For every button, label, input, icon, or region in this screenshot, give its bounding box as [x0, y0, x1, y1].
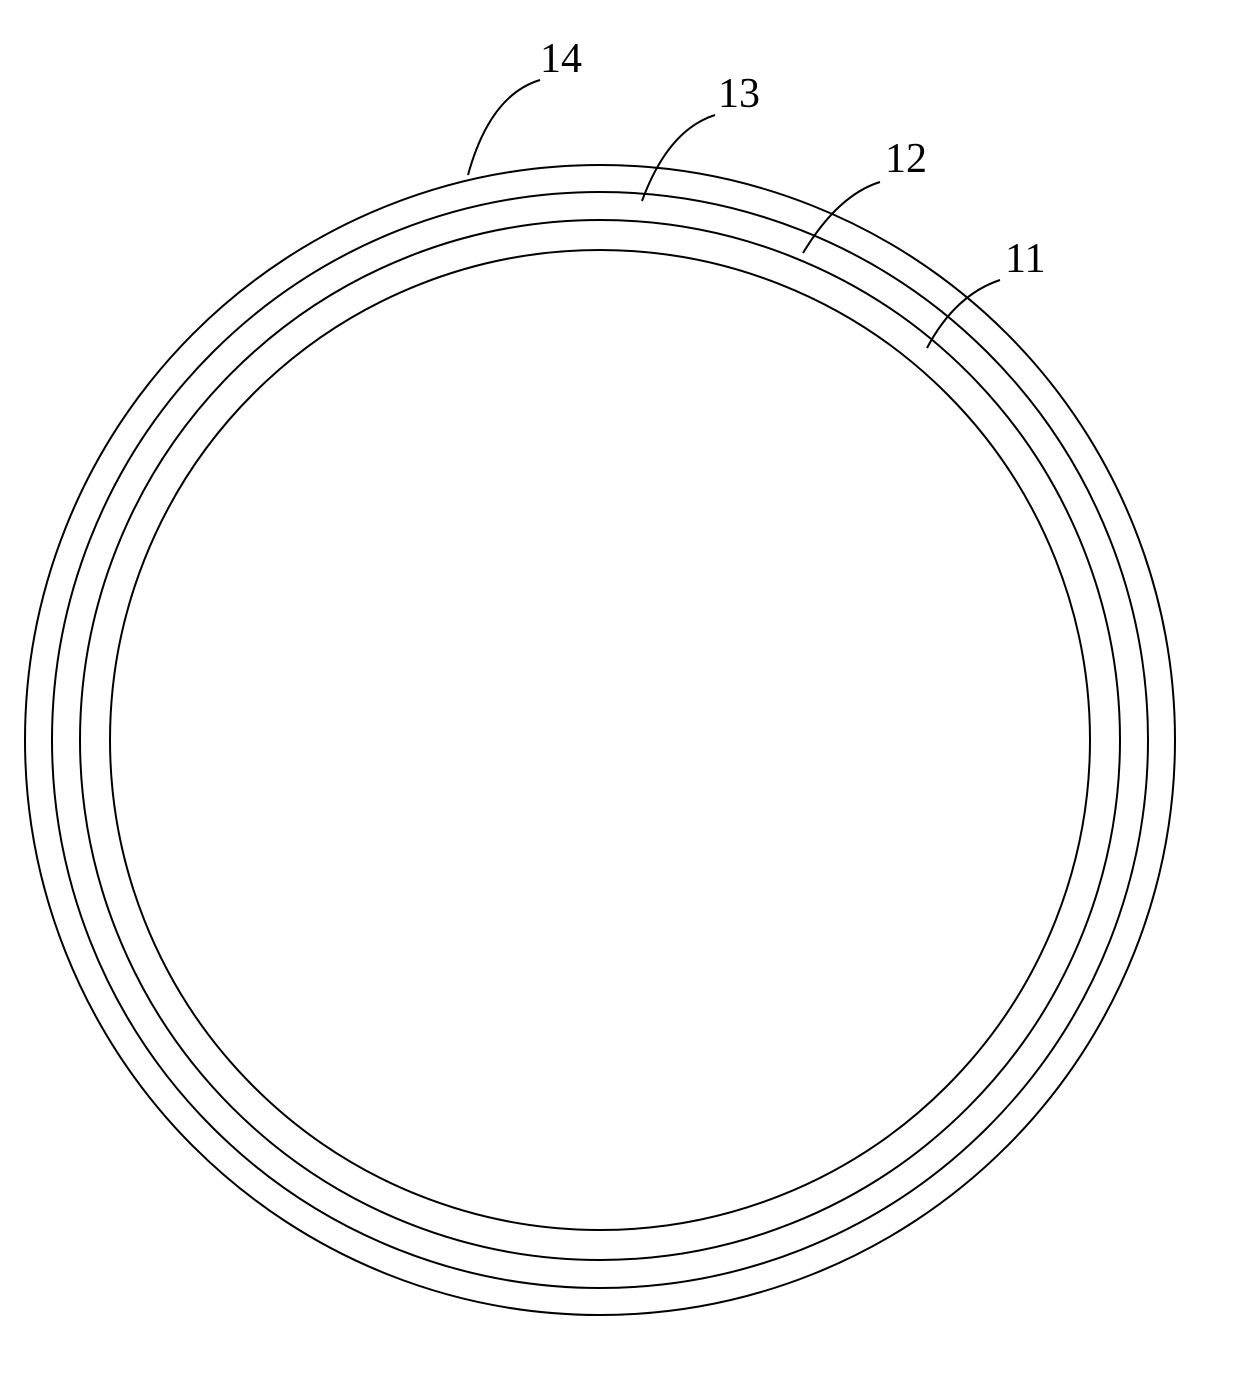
leader-13	[642, 115, 715, 201]
circles-group	[25, 165, 1175, 1315]
circle-11	[110, 250, 1090, 1230]
label-14: 14	[540, 35, 582, 83]
diagram-svg	[0, 0, 1240, 1373]
label-12: 12	[885, 135, 927, 183]
leader-11	[927, 280, 1000, 348]
circle-14	[25, 165, 1175, 1315]
circle-13	[52, 192, 1148, 1288]
concentric-circles-diagram: 14 13 12 11	[0, 0, 1240, 1373]
leader-14	[468, 80, 540, 175]
leaders-group	[468, 80, 1000, 348]
label-11: 11	[1005, 235, 1045, 283]
label-13: 13	[718, 70, 760, 118]
circle-12	[80, 220, 1120, 1260]
